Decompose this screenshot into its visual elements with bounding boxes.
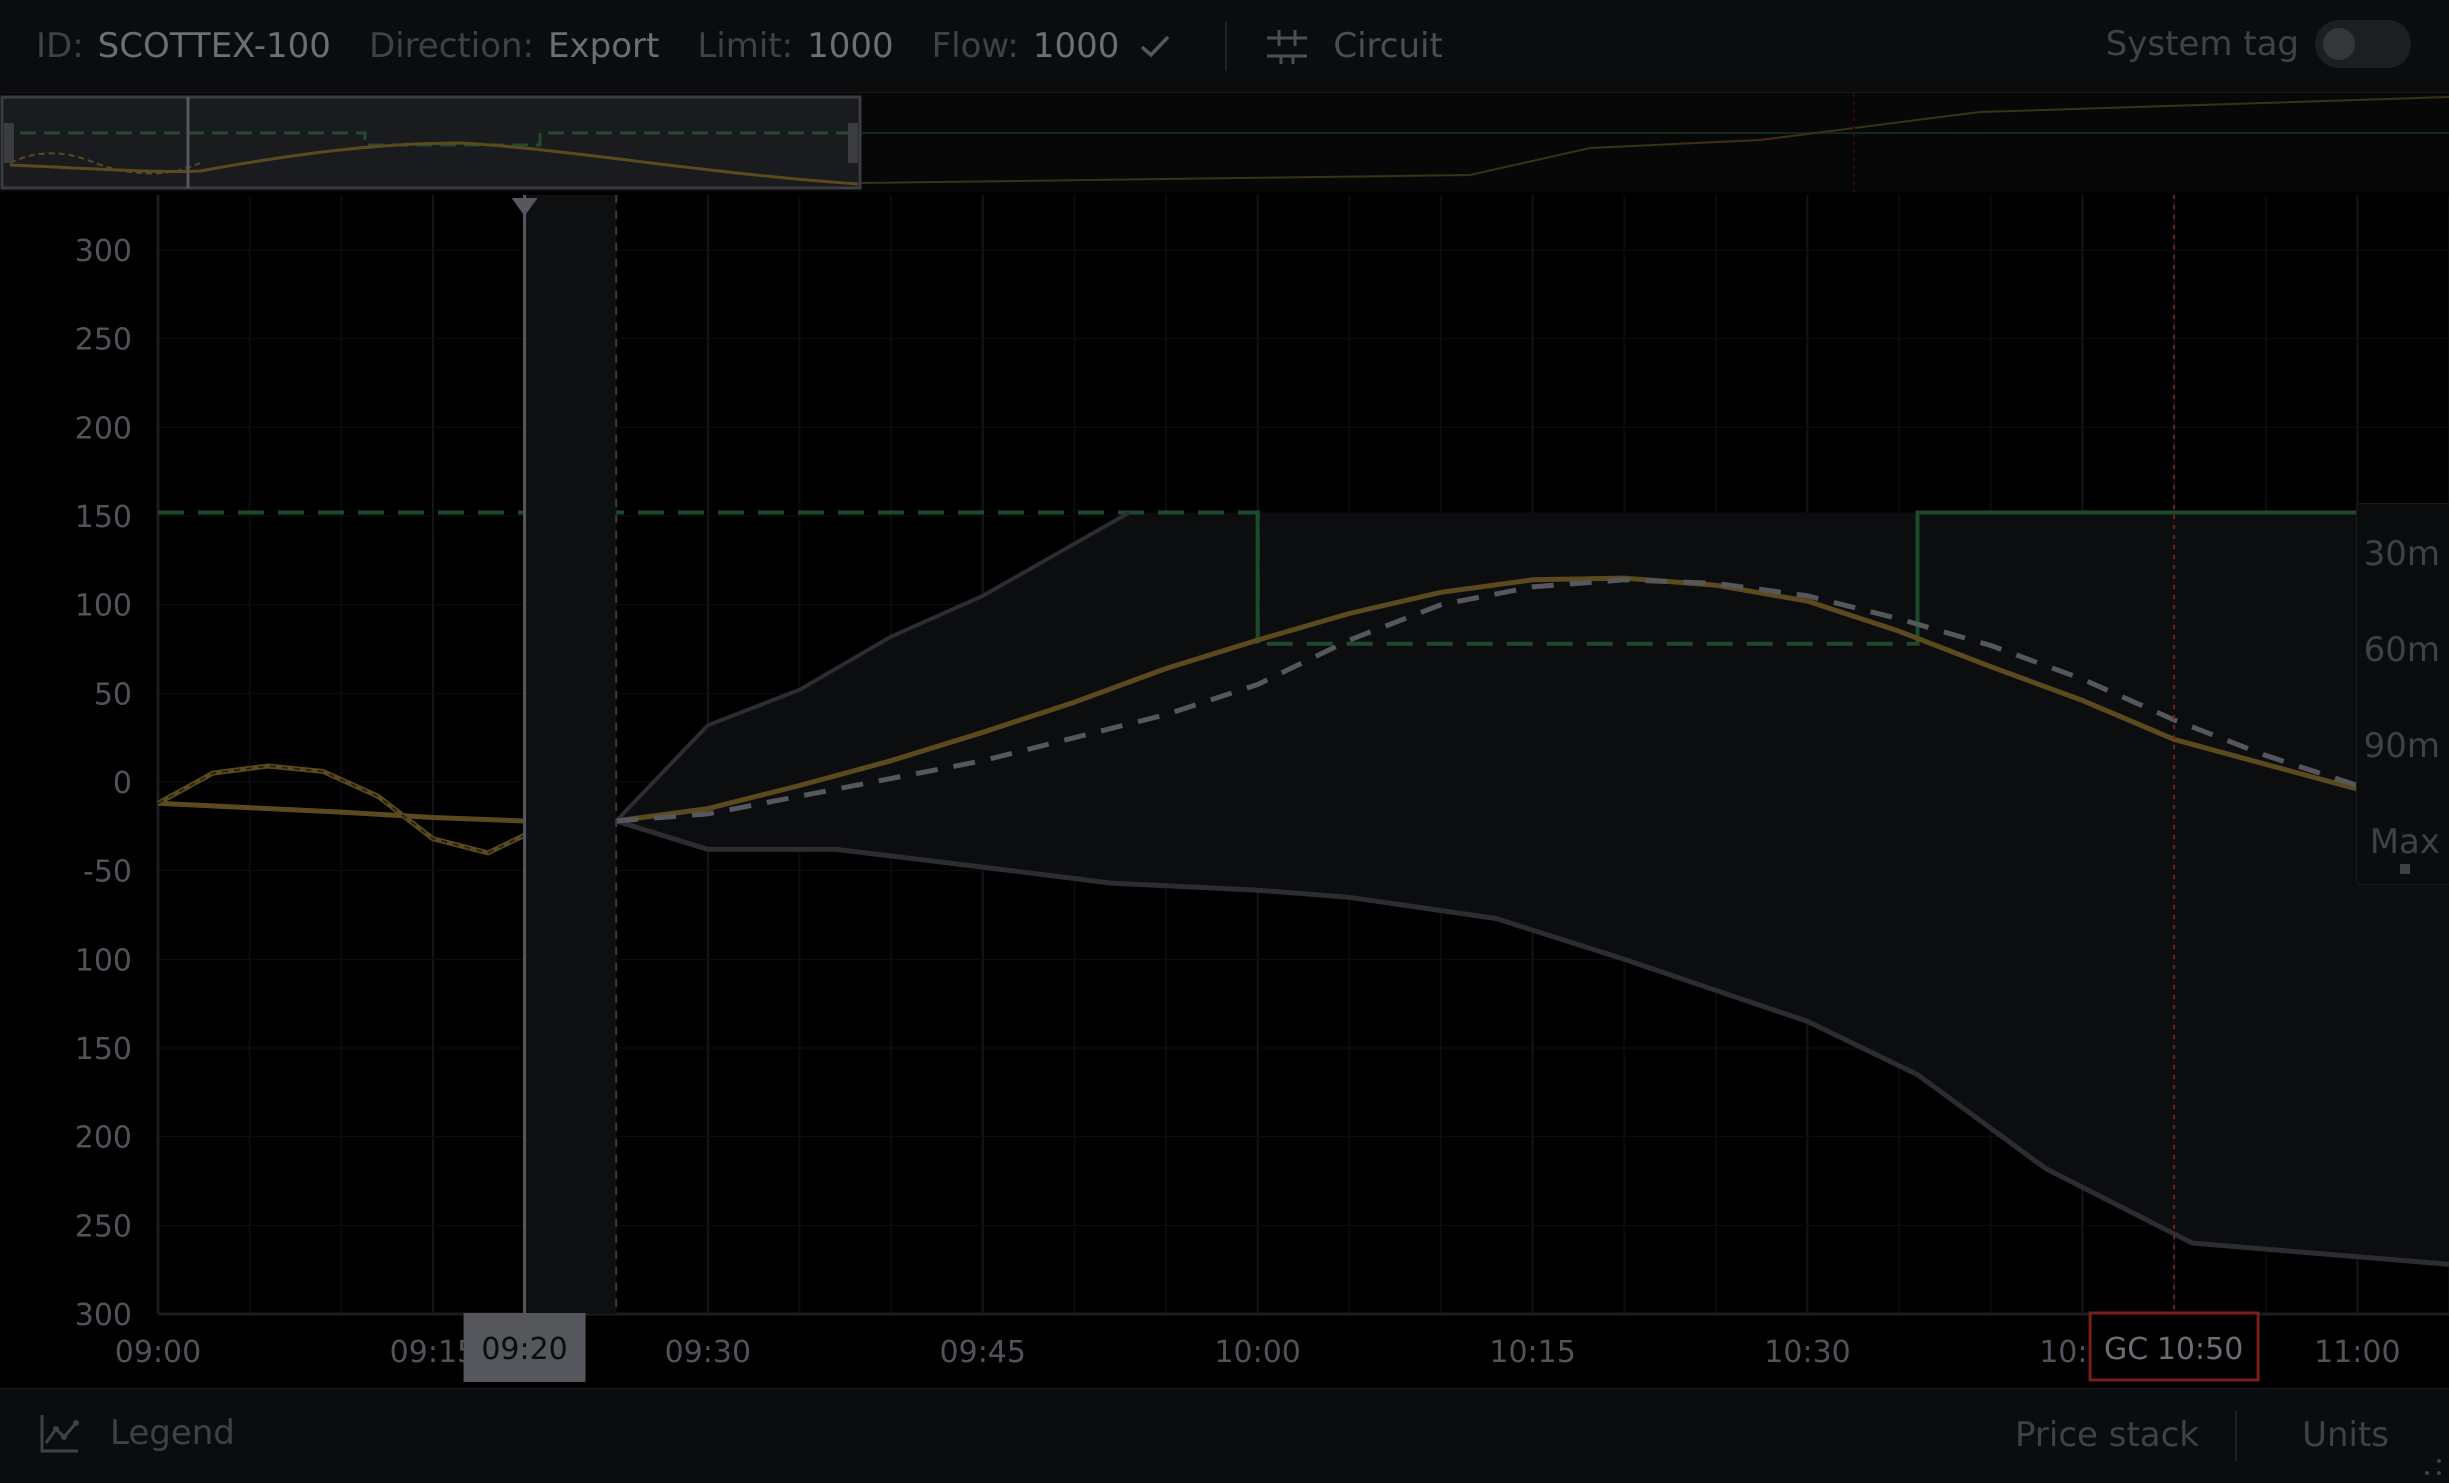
- cursor-time-label: 09:20: [481, 1332, 567, 1367]
- legend-chart-icon: [40, 1415, 79, 1453]
- y-tick-label: 150: [75, 1032, 132, 1067]
- y-tick-label: 200: [75, 1121, 132, 1156]
- x-tick-label: 09:15: [390, 1335, 476, 1370]
- y-tick-label: 100: [75, 589, 132, 624]
- id-label: ID:: [36, 26, 84, 66]
- system-tag-toggle[interactable]: [2315, 20, 2411, 68]
- series-limit-step-edge: [1915, 510, 2449, 644]
- footer-divider: [2235, 1411, 2237, 1461]
- series-limit-line: [158, 510, 2449, 646]
- legend-label: Legend: [110, 1413, 235, 1453]
- direction-field: Direction: Export: [369, 26, 659, 66]
- x-tick-label: 10:00: [1214, 1335, 1300, 1370]
- circuit-icon: [1267, 30, 1308, 64]
- overview-window-limit: [20, 131, 858, 147]
- series-forecast-dashed: [616, 577, 2359, 824]
- flow-value: 1000: [1032, 26, 1120, 66]
- gc-time-label: 10:50: [2157, 1332, 2243, 1367]
- overview-window-wave: [9, 152, 201, 175]
- limit-value: 1000: [807, 26, 894, 66]
- id-field: ID: SCOTTEX-100: [36, 26, 331, 66]
- circuit-label: Circuit: [1333, 26, 1443, 66]
- range-option-max[interactable]: Max: [2369, 822, 2440, 862]
- cursor-shade: [524, 195, 617, 1314]
- range-selector: 30m 60m 90m Max: [2356, 503, 2449, 885]
- system-tag-label: System tag: [2105, 24, 2299, 64]
- flow-field: Flow: 1000: [932, 26, 1174, 66]
- gc-label: GC: [2104, 1332, 2148, 1367]
- header-divider: [1225, 21, 1228, 71]
- id-value: SCOTTEX-100: [97, 26, 331, 66]
- direction-value: Export: [548, 26, 660, 66]
- direction-label: Direction:: [368, 26, 535, 66]
- y-tick-label: 150: [75, 500, 132, 535]
- range-option-90m[interactable]: 90m: [2363, 726, 2440, 766]
- overview-forecast-line: [859, 96, 2449, 184]
- legend-button[interactable]: Legend: [38, 1411, 235, 1455]
- y-tick-label: 250: [75, 1209, 132, 1244]
- circuit-button[interactable]: Circuit: [1265, 26, 1443, 66]
- overview-navigator[interactable]: [0, 93, 2449, 192]
- footer-bar: Legend Price stack Units: [0, 1388, 2449, 1483]
- x-tick-label: 09:45: [940, 1335, 1026, 1370]
- series-history-wave: [156, 763, 563, 856]
- flow-label: Flow:: [931, 26, 1019, 66]
- overview-window-forecast: [9, 141, 859, 186]
- y-tick-label: 0: [113, 766, 132, 801]
- series-lower-bound: [615, 818, 2449, 1267]
- y-tick-label: 300: [75, 234, 132, 269]
- series-upper-bound: [614, 510, 1131, 823]
- header-bar: ID: SCOTTEX-100 Direction: Export Limit:…: [0, 0, 2449, 93]
- y-tick-label: 200: [75, 411, 132, 446]
- gc-badge: [2088, 1311, 2260, 1382]
- toggle-knob: [2323, 28, 2355, 60]
- units-button[interactable]: Units: [2302, 1415, 2389, 1455]
- range-handle-icon[interactable]: [2400, 864, 2410, 874]
- series-history-wave-dash: [157, 764, 562, 854]
- y-tick-label: 250: [75, 323, 132, 358]
- limit-field: Limit: 1000: [697, 26, 893, 66]
- range-option-60m[interactable]: 60m: [2363, 630, 2440, 670]
- x-tick-label: 10:15: [1489, 1335, 1575, 1370]
- y-tick-label: 50: [94, 677, 132, 712]
- overview-left-handle[interactable]: [4, 123, 14, 163]
- limit-label: Limit:: [697, 26, 794, 66]
- flow-chart: 300250200150100500-5010015020025030009:0…: [75, 195, 2449, 1382]
- cursor-time-badge: [463, 1313, 586, 1382]
- y-tick-label: 300: [75, 1298, 132, 1333]
- x-tick-label: 10:30: [1764, 1335, 1850, 1370]
- check-icon: [1141, 35, 1170, 58]
- overview-right-handle[interactable]: [848, 123, 858, 163]
- x-tick-label: 09:30: [665, 1335, 751, 1370]
- range-option-30m[interactable]: 30m: [2363, 534, 2440, 574]
- price-stack-button[interactable]: Price stack: [2014, 1415, 2199, 1455]
- y-tick-label: -50: [83, 855, 132, 890]
- x-tick-label: 09:00: [115, 1335, 201, 1370]
- y-tick-label: 100: [75, 943, 132, 978]
- cursor-triangle-icon: [511, 198, 538, 216]
- resize-corner-icon[interactable]: [2423, 1457, 2443, 1477]
- x-tick-label: 11:00: [2314, 1335, 2400, 1370]
